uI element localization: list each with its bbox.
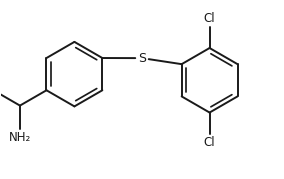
Text: S: S — [138, 52, 146, 65]
Text: Cl: Cl — [204, 136, 215, 149]
Text: NH₂: NH₂ — [9, 131, 31, 144]
Text: Cl: Cl — [204, 12, 215, 25]
